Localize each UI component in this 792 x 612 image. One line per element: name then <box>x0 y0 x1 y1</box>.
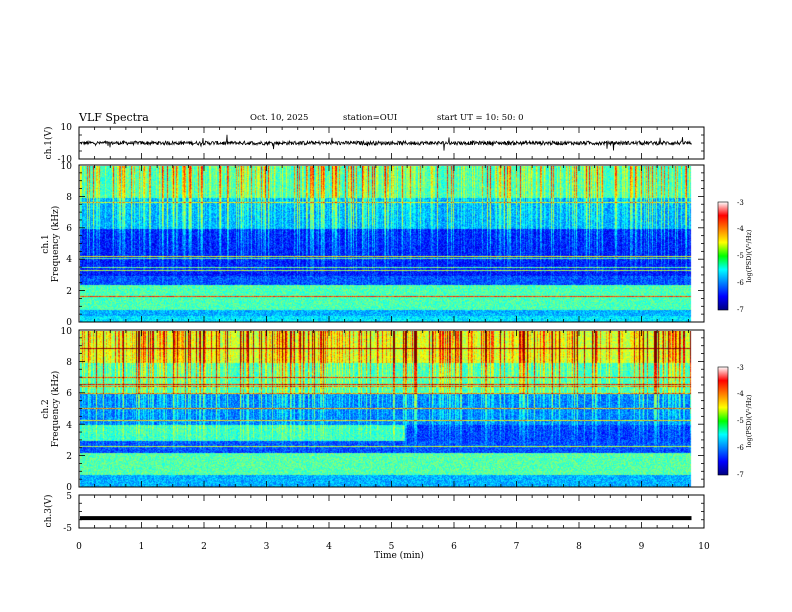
ch1-colorbar-tick: -6 <box>737 279 744 287</box>
x-tick-label: 7 <box>514 542 520 552</box>
ch2-spectrogram-image <box>80 331 704 487</box>
ch2-colorbar-label: log(PSD)(V²/Hz) <box>745 394 753 447</box>
ch1-spec-ylabel-channel: ch.1 <box>41 234 51 253</box>
ch1-spec-ytick: 10 <box>61 162 73 172</box>
ch1-colorbar-tick: -5 <box>737 252 744 260</box>
ch1-spec-ytick: 0 <box>66 318 72 328</box>
axis-ticks <box>78 126 705 529</box>
station-label: station=OUI <box>343 113 398 123</box>
x-tick-label: 10 <box>698 542 710 552</box>
x-tick-label: 4 <box>326 542 332 552</box>
ch1-colorbar <box>717 201 729 311</box>
ch3-ytick-top: 5 <box>66 492 72 502</box>
ch2-spec-ytick: 4 <box>66 421 72 431</box>
ch1-spectrogram-image <box>80 166 704 322</box>
ch2-colorbar-tick: -3 <box>737 364 744 372</box>
x-tick-label: 0 <box>76 542 82 552</box>
x-tick-label: 6 <box>451 542 457 552</box>
ch1-colorbar-ticks: -3 -4 -5 -6 -7 <box>737 199 744 314</box>
x-tick-label: 2 <box>201 542 207 552</box>
ch1-ytick-bottom: -10 <box>58 155 73 165</box>
ch2-colorbar-tick: -4 <box>737 390 744 398</box>
ch2-colorbar-tick: -7 <box>737 471 744 479</box>
ch3-ytick-bottom: -5 <box>63 524 72 534</box>
ch2-colorbar-tick: -6 <box>737 444 744 452</box>
ch1-colorbar-label: log(PSD)(V²/Hz) <box>745 229 753 282</box>
ch2-spec-ytick: 10 <box>61 327 73 337</box>
ch2-colorbar-ticks: -3 -4 -5 -6 -7 <box>737 364 744 479</box>
ch2-spec-ytick: 2 <box>66 452 72 462</box>
x-axis-label: Time (min) <box>374 550 424 561</box>
ch1-colorbar-tick: -3 <box>737 199 744 207</box>
ch1-spec-ytick: 2 <box>66 287 72 297</box>
ch2-spec-ylabel-channel: ch.2 <box>41 399 51 418</box>
ch2-colorbar-tick: -5 <box>737 417 744 425</box>
x-tick-label: 8 <box>576 542 582 552</box>
figure-title: VLF Spectra <box>79 111 149 124</box>
ch2-spec-ytick: 8 <box>66 358 72 368</box>
x-tick-label: 1 <box>139 542 145 552</box>
start-ut-label: start UT = 10: 50: 0 <box>437 113 524 123</box>
ch3-ylabel: ch.3(V) <box>43 495 54 528</box>
ch2-colorbar <box>717 366 729 476</box>
ch1-colorbar-tick: -7 <box>737 306 744 314</box>
x-tick-label: 5 <box>389 542 395 552</box>
ch2-spec-ylabel-frequency: Frequency (kHz) <box>50 371 61 448</box>
x-tick-label: 9 <box>639 542 645 552</box>
ch1-spec-ytick: 8 <box>66 193 72 203</box>
ch2-spec-ytick: 6 <box>66 389 72 399</box>
ch1-spec-ytick: 4 <box>66 255 72 265</box>
ch1-spec-ylabel-frequency: Frequency (kHz) <box>50 206 61 283</box>
date-label: Oct. 10, 2025 <box>250 113 309 123</box>
ch1-spec-ytick: 6 <box>66 224 72 234</box>
ch1-waveform-line <box>79 134 692 151</box>
ch1-spec-yticks: 0 2 4 6 8 10 <box>61 162 73 328</box>
ch1-ytick-top: 10 <box>61 123 73 133</box>
ch2-spec-ytick: 0 <box>66 483 72 493</box>
ch2-spec-yticks: 0 2 4 6 8 10 <box>61 327 73 493</box>
x-tick-labels: 0 1 2 3 4 5 6 7 8 9 10 <box>76 542 710 552</box>
ch1-colorbar-tick: -4 <box>737 225 744 233</box>
ch1-ylabel: ch.1(V) <box>43 127 54 160</box>
x-tick-label: 3 <box>264 542 270 552</box>
